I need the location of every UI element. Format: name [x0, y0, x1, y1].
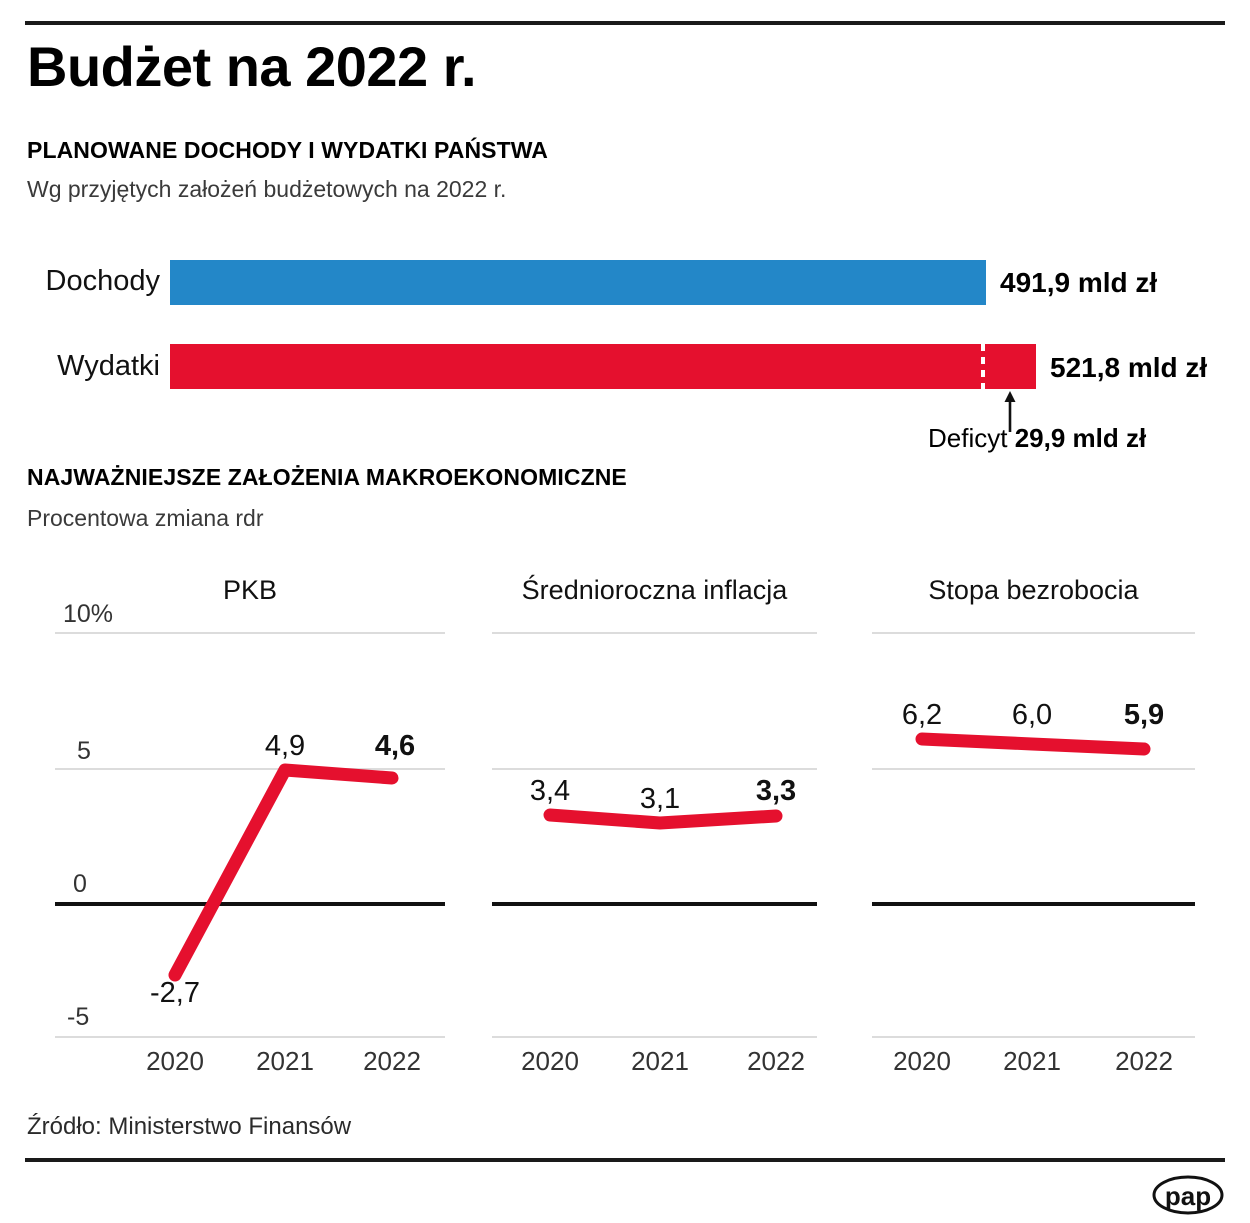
point-label-inflation-2021: 3,1: [639, 783, 681, 815]
section1-heading: PLANOWANE DOCHODY I WYDATKI PAŃSTWA: [27, 137, 548, 163]
point-label-pkb-2021: 4,9: [264, 730, 306, 762]
point-label-unemployment-2020: 6,2: [901, 699, 943, 731]
gridline-5: [55, 768, 445, 770]
gridline-minus5: [872, 1036, 1195, 1038]
bar-label-spending: Wydatki: [57, 350, 160, 382]
gridline-5: [872, 768, 1195, 770]
deficit-label: Deficyt: [928, 423, 1008, 453]
point-label-pkb-2020: -2,7: [150, 977, 200, 1009]
gridline-minus5: [492, 1036, 817, 1038]
bottom-divider: [25, 1158, 1225, 1162]
ytick-0: 0: [73, 870, 87, 898]
pap-logo-text: pap: [1165, 1181, 1211, 1211]
chart-panel-inflation: Średnioroczna inflacja 3,4 3,1 3,3 2020 …: [492, 565, 817, 1080]
xtick-inflation-2022: 2022: [747, 1046, 805, 1076]
ytick-5: 5: [77, 737, 91, 765]
gridline-10: [872, 632, 1195, 634]
page-title: Budżet na 2022 r.: [27, 35, 477, 98]
xtick-unemployment-2021: 2021: [1003, 1046, 1061, 1076]
xtick-pkb-2022: 2022: [363, 1046, 421, 1076]
pap-logo: pap: [1152, 1175, 1224, 1215]
point-label-pkb-2022: 4,6: [374, 730, 416, 762]
bar-label-income: Dochody: [45, 265, 160, 297]
xtick-pkb-2021: 2021: [256, 1046, 314, 1076]
gridline-5: [492, 768, 817, 770]
bar-income: [170, 260, 986, 305]
gridline-zero: [492, 902, 817, 906]
bar-value-spending: 521,8 mld zł: [1050, 352, 1208, 383]
chart-title-unemployment: Stopa bezrobocia: [928, 575, 1139, 605]
chart-title-pkb: PKB: [222, 575, 278, 605]
deficit-arrow-icon: [1004, 391, 1016, 432]
section1-subheading: Wg przyjętych założeń budżetowych na 202…: [27, 176, 507, 202]
gridline-10: [55, 632, 445, 634]
chart-panel-unemployment: Stopa bezrobocia 6,2 6,0 5,9 2020 2021 2…: [872, 565, 1195, 1080]
section2-heading: NAJWAŻNIEJSZE ZAŁOŻENIA MAKROEKONOMICZNE: [27, 464, 627, 490]
point-label-inflation-2022: 3,3: [755, 775, 797, 807]
ytick-minus5: -5: [67, 1003, 90, 1031]
line-series-inflation: [543, 808, 783, 830]
deficit-value: 29,9 mld zł: [1014, 423, 1147, 453]
source-note: Źródło: Ministerstwo Finansów: [27, 1113, 352, 1140]
bar-value-income: 491,9 mld zł: [1000, 267, 1158, 298]
gridline-10: [492, 632, 817, 634]
deficit-divider-dashed: [981, 344, 985, 389]
xtick-inflation-2020: 2020: [521, 1046, 579, 1076]
deficit-note: Deficyt 29,9 mld zł: [928, 423, 1146, 454]
ytick-10: 10%: [63, 600, 114, 628]
bar-spending: [170, 344, 1036, 389]
point-label-unemployment-2022: 5,9: [1123, 699, 1165, 731]
xtick-unemployment-2022: 2022: [1115, 1046, 1173, 1076]
chart-title-inflation: Średnioroczna inflacja: [521, 575, 788, 605]
xtick-inflation-2021: 2021: [631, 1046, 689, 1076]
point-label-inflation-2020: 3,4: [529, 775, 571, 807]
gridline-minus5: [55, 1036, 445, 1038]
top-divider: [25, 21, 1225, 25]
gridline-zero: [872, 902, 1195, 906]
line-series-unemployment: [915, 732, 1151, 756]
xtick-pkb-2020: 2020: [146, 1046, 204, 1076]
point-label-unemployment-2021: 6,0: [1011, 699, 1053, 731]
chart-panel-pkb: PKB 10% 5 0 -5 -2,7 4,9 4,6 2020 2021 20…: [55, 565, 445, 1080]
xtick-unemployment-2020: 2020: [893, 1046, 951, 1076]
gridline-zero: [55, 902, 445, 906]
section2-subheading: Procentowa zmiana rdr: [27, 505, 264, 531]
line-series-pkb: [168, 763, 399, 982]
